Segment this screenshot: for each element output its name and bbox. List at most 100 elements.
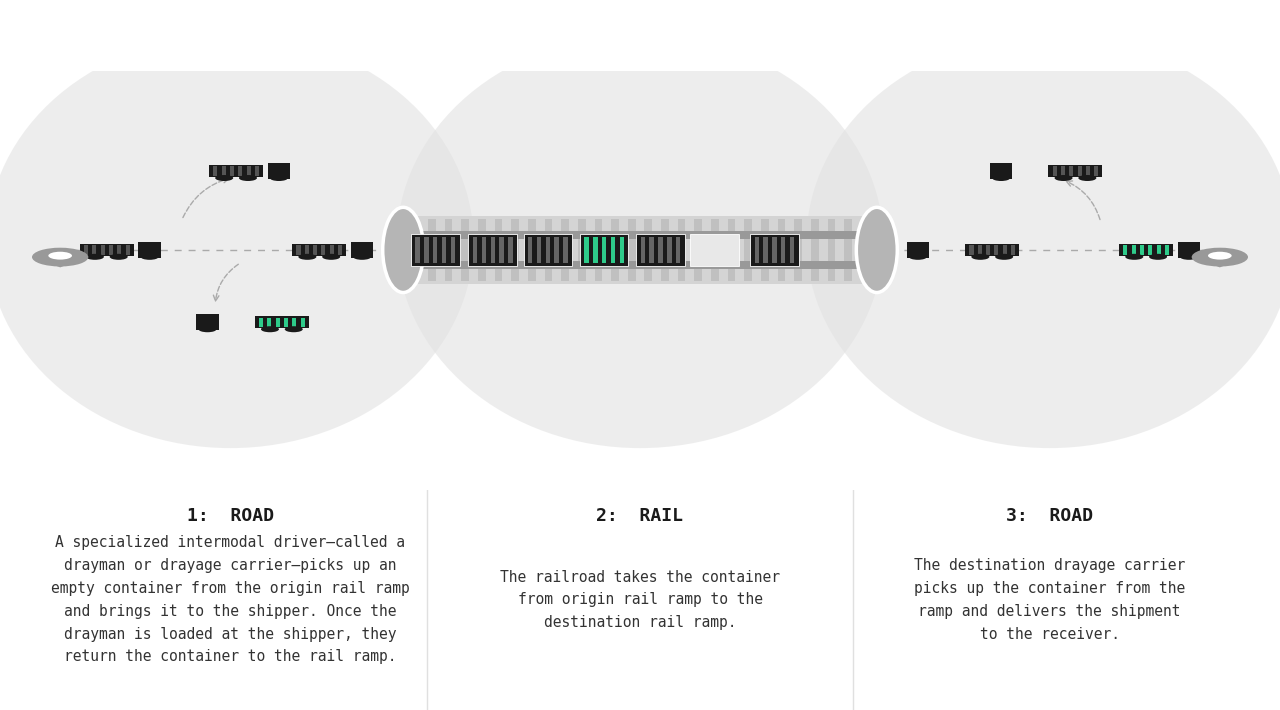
- Bar: [1069, 166, 1074, 176]
- Circle shape: [1078, 175, 1097, 181]
- Bar: [676, 236, 681, 263]
- Circle shape: [32, 248, 88, 266]
- Bar: [511, 219, 520, 280]
- Text: How an Intermodal Load Moves: How an Intermodal Load Moves: [394, 20, 886, 48]
- Text: 1:  ROAD: 1: ROAD: [187, 508, 274, 525]
- Bar: [745, 219, 753, 280]
- Bar: [351, 242, 374, 258]
- Circle shape: [298, 253, 316, 260]
- Ellipse shape: [806, 35, 1280, 448]
- Bar: [1140, 245, 1144, 255]
- Circle shape: [215, 175, 233, 181]
- Bar: [499, 236, 504, 263]
- Circle shape: [110, 253, 128, 260]
- Bar: [1078, 166, 1082, 176]
- Bar: [297, 245, 301, 255]
- Bar: [118, 245, 122, 255]
- Bar: [301, 317, 305, 327]
- Bar: [750, 234, 799, 266]
- Ellipse shape: [397, 35, 883, 448]
- Bar: [527, 236, 532, 263]
- Bar: [627, 219, 635, 280]
- Bar: [640, 236, 645, 263]
- Bar: [563, 236, 568, 263]
- Bar: [763, 236, 768, 263]
- Bar: [468, 234, 517, 266]
- Circle shape: [1125, 253, 1143, 260]
- Bar: [969, 245, 974, 255]
- Bar: [1157, 245, 1161, 255]
- Text: 3:  ROAD: 3: ROAD: [1006, 508, 1093, 525]
- Bar: [1085, 166, 1091, 176]
- Bar: [529, 219, 536, 280]
- Bar: [611, 236, 616, 263]
- Circle shape: [239, 175, 257, 181]
- Bar: [584, 236, 589, 263]
- Bar: [545, 236, 550, 263]
- Bar: [411, 234, 460, 266]
- Circle shape: [992, 175, 1010, 181]
- Bar: [1119, 244, 1174, 256]
- Circle shape: [1055, 175, 1073, 181]
- Bar: [305, 245, 308, 255]
- Ellipse shape: [0, 35, 474, 448]
- Bar: [612, 219, 618, 280]
- Bar: [845, 219, 852, 280]
- Bar: [268, 163, 291, 179]
- Bar: [472, 236, 477, 263]
- Bar: [445, 219, 453, 280]
- Circle shape: [1192, 248, 1248, 266]
- Ellipse shape: [383, 207, 424, 293]
- Circle shape: [909, 253, 927, 260]
- Bar: [508, 236, 513, 263]
- Circle shape: [353, 253, 371, 260]
- Circle shape: [1180, 253, 1198, 260]
- Bar: [255, 317, 308, 328]
- Bar: [1002, 245, 1007, 255]
- Bar: [433, 236, 438, 263]
- Bar: [101, 245, 105, 255]
- Bar: [545, 219, 553, 280]
- Bar: [554, 236, 559, 263]
- Bar: [1048, 165, 1102, 177]
- Bar: [292, 317, 297, 327]
- Bar: [259, 317, 264, 327]
- Circle shape: [261, 326, 279, 332]
- Bar: [754, 236, 759, 263]
- Bar: [580, 234, 628, 266]
- Bar: [1165, 245, 1169, 255]
- Bar: [978, 245, 982, 255]
- Bar: [593, 236, 598, 263]
- Bar: [1011, 245, 1015, 255]
- Bar: [649, 236, 654, 263]
- Bar: [424, 236, 429, 263]
- Bar: [451, 236, 456, 263]
- Bar: [781, 236, 786, 263]
- Circle shape: [972, 253, 989, 260]
- Bar: [477, 219, 485, 280]
- Bar: [390, 231, 890, 239]
- Bar: [794, 219, 801, 280]
- Circle shape: [198, 326, 216, 332]
- Text: A specialized intermodal driver—called a
drayman or drayage carrier—picks up an
: A specialized intermodal driver—called a…: [51, 535, 410, 665]
- Bar: [658, 236, 663, 263]
- Bar: [620, 236, 625, 263]
- Bar: [238, 166, 242, 176]
- Bar: [986, 245, 991, 255]
- Bar: [790, 236, 795, 263]
- Text: The destination drayage carrier
picks up the container from the
ramp and deliver: The destination drayage carrier picks up…: [914, 558, 1185, 642]
- Bar: [965, 244, 1019, 256]
- Bar: [1132, 245, 1135, 255]
- Bar: [138, 242, 161, 258]
- Text: 2:  RAIL: 2: RAIL: [596, 508, 684, 525]
- Bar: [284, 317, 288, 327]
- Bar: [268, 317, 271, 327]
- Bar: [92, 245, 96, 255]
- Circle shape: [86, 253, 104, 260]
- Bar: [1061, 166, 1065, 176]
- Circle shape: [995, 253, 1014, 260]
- Bar: [462, 219, 470, 280]
- Bar: [778, 219, 786, 280]
- Bar: [536, 236, 541, 263]
- Bar: [1178, 242, 1201, 258]
